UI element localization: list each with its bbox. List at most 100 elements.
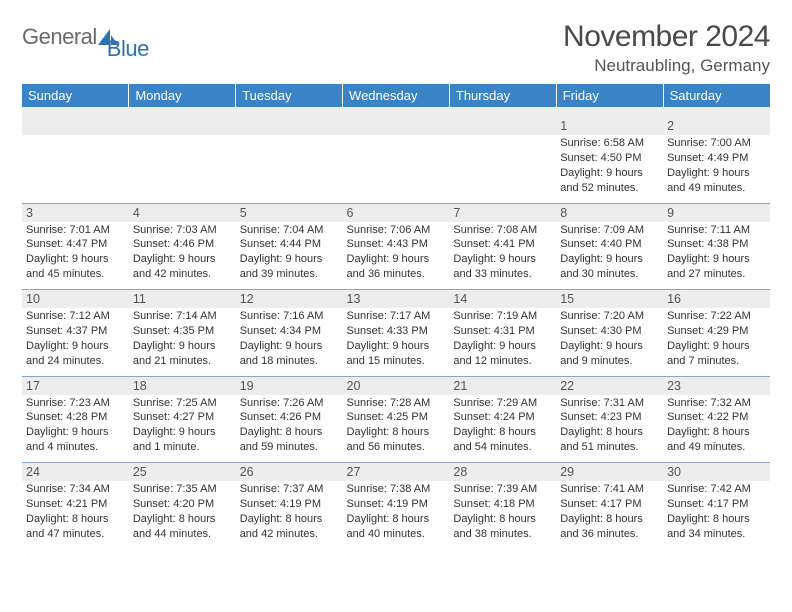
empty-cell xyxy=(343,135,450,203)
day-number-row: 24252627282930 xyxy=(22,463,770,482)
sunset-line: Sunset: 4:28 PM xyxy=(26,410,125,425)
daylight-line: Daylight: 8 hours and 54 minutes. xyxy=(453,425,552,455)
day-number: 29 xyxy=(556,463,663,482)
day-details: Sunrise: 7:25 AMSunset: 4:27 PMDaylight:… xyxy=(129,395,236,463)
sunrise-line: Sunrise: 7:42 AM xyxy=(667,482,766,497)
daylight-line: Daylight: 9 hours and 1 minute. xyxy=(133,425,232,455)
daylight-line: Daylight: 9 hours and 18 minutes. xyxy=(240,339,339,369)
sunrise-line: Sunrise: 7:32 AM xyxy=(667,396,766,411)
day-number: 15 xyxy=(556,290,663,309)
day-details: Sunrise: 7:34 AMSunset: 4:21 PMDaylight:… xyxy=(22,481,129,549)
sunset-line: Sunset: 4:41 PM xyxy=(453,237,552,252)
sunset-line: Sunset: 4:40 PM xyxy=(560,237,659,252)
daylight-line: Daylight: 8 hours and 40 minutes. xyxy=(347,512,446,542)
day-number: 3 xyxy=(22,203,129,222)
sunrise-line: Sunrise: 7:08 AM xyxy=(453,223,552,238)
day-details: Sunrise: 7:20 AMSunset: 4:30 PMDaylight:… xyxy=(556,308,663,376)
day-number: 22 xyxy=(556,376,663,395)
day-details: Sunrise: 7:12 AMSunset: 4:37 PMDaylight:… xyxy=(22,308,129,376)
daylight-line: Daylight: 9 hours and 4 minutes. xyxy=(26,425,125,455)
sunrise-line: Sunrise: 7:26 AM xyxy=(240,396,339,411)
day-number: 9 xyxy=(663,203,770,222)
weekday-header: Thursday xyxy=(449,84,556,107)
day-details: Sunrise: 7:03 AMSunset: 4:46 PMDaylight:… xyxy=(129,222,236,290)
daylight-line: Daylight: 8 hours and 44 minutes. xyxy=(133,512,232,542)
sunset-line: Sunset: 4:19 PM xyxy=(240,497,339,512)
empty-cell xyxy=(236,135,343,203)
day-content-row: Sunrise: 7:23 AMSunset: 4:28 PMDaylight:… xyxy=(22,395,770,463)
day-number: 1 xyxy=(556,117,663,135)
sunrise-line: Sunrise: 7:19 AM xyxy=(453,309,552,324)
day-details: Sunrise: 7:01 AMSunset: 4:47 PMDaylight:… xyxy=(22,222,129,290)
day-number: 21 xyxy=(449,376,556,395)
daylight-line: Daylight: 8 hours and 51 minutes. xyxy=(560,425,659,455)
sunrise-line: Sunrise: 7:38 AM xyxy=(347,482,446,497)
empty-cell xyxy=(449,117,556,135)
daylight-line: Daylight: 9 hours and 27 minutes. xyxy=(667,252,766,282)
day-number: 11 xyxy=(129,290,236,309)
day-number: 20 xyxy=(343,376,450,395)
sunrise-line: Sunrise: 7:22 AM xyxy=(667,309,766,324)
day-content-row: Sunrise: 7:01 AMSunset: 4:47 PMDaylight:… xyxy=(22,222,770,290)
sunrise-line: Sunrise: 7:37 AM xyxy=(240,482,339,497)
logo-text-general: General xyxy=(22,24,97,50)
day-number-row: 10111213141516 xyxy=(22,290,770,309)
sunset-line: Sunset: 4:29 PM xyxy=(667,324,766,339)
day-details: Sunrise: 7:31 AMSunset: 4:23 PMDaylight:… xyxy=(556,395,663,463)
weekday-header: Friday xyxy=(556,84,663,107)
weekday-header: Tuesday xyxy=(236,84,343,107)
day-details: Sunrise: 7:39 AMSunset: 4:18 PMDaylight:… xyxy=(449,481,556,549)
day-details: Sunrise: 7:14 AMSunset: 4:35 PMDaylight:… xyxy=(129,308,236,376)
weekday-header: Wednesday xyxy=(343,84,450,107)
sunrise-line: Sunrise: 7:28 AM xyxy=(347,396,446,411)
daylight-line: Daylight: 9 hours and 39 minutes. xyxy=(240,252,339,282)
daylight-line: Daylight: 9 hours and 15 minutes. xyxy=(347,339,446,369)
daylight-line: Daylight: 9 hours and 24 minutes. xyxy=(26,339,125,369)
daylight-line: Daylight: 9 hours and 42 minutes. xyxy=(133,252,232,282)
sunrise-line: Sunrise: 7:34 AM xyxy=(26,482,125,497)
title-block: November 2024 Neutraubling, Germany xyxy=(563,20,770,76)
sunrise-line: Sunrise: 7:31 AM xyxy=(560,396,659,411)
empty-cell xyxy=(22,135,129,203)
day-number: 26 xyxy=(236,463,343,482)
sunset-line: Sunset: 4:46 PM xyxy=(133,237,232,252)
day-number: 25 xyxy=(129,463,236,482)
sunrise-line: Sunrise: 7:41 AM xyxy=(560,482,659,497)
daylight-line: Daylight: 9 hours and 7 minutes. xyxy=(667,339,766,369)
sunrise-line: Sunrise: 7:12 AM xyxy=(26,309,125,324)
day-number: 10 xyxy=(22,290,129,309)
daylight-line: Daylight: 9 hours and 45 minutes. xyxy=(26,252,125,282)
daylight-line: Daylight: 8 hours and 59 minutes. xyxy=(240,425,339,455)
sunset-line: Sunset: 4:21 PM xyxy=(26,497,125,512)
sunset-line: Sunset: 4:18 PM xyxy=(453,497,552,512)
day-details: Sunrise: 7:29 AMSunset: 4:24 PMDaylight:… xyxy=(449,395,556,463)
sunset-line: Sunset: 4:49 PM xyxy=(667,151,766,166)
day-details: Sunrise: 7:11 AMSunset: 4:38 PMDaylight:… xyxy=(663,222,770,290)
day-number: 6 xyxy=(343,203,450,222)
sunrise-line: Sunrise: 7:06 AM xyxy=(347,223,446,238)
day-details: Sunrise: 7:38 AMSunset: 4:19 PMDaylight:… xyxy=(343,481,450,549)
daylight-line: Daylight: 8 hours and 38 minutes. xyxy=(453,512,552,542)
sunrise-line: Sunrise: 7:14 AM xyxy=(133,309,232,324)
sunset-line: Sunset: 4:22 PM xyxy=(667,410,766,425)
day-number: 4 xyxy=(129,203,236,222)
logo-text-blue: Blue xyxy=(107,36,149,62)
sunset-line: Sunset: 4:43 PM xyxy=(347,237,446,252)
day-content-row: Sunrise: 7:34 AMSunset: 4:21 PM Daylight:… xyxy=(22,481,770,549)
day-details: Sunrise: 7:00 AMSunset: 4:49 PMDaylight:… xyxy=(663,135,770,203)
logo: General Blue xyxy=(22,24,163,50)
sunrise-line: Sunrise: 7:00 AM xyxy=(667,136,766,151)
sunset-line: Sunset: 4:20 PM xyxy=(133,497,232,512)
daylight-line: Daylight: 8 hours and 56 minutes. xyxy=(347,425,446,455)
day-details: Sunrise: 7:35 AMSunset: 4:20 PMDaylight:… xyxy=(129,481,236,549)
day-details: Sunrise: 7:08 AMSunset: 4:41 PMDaylight:… xyxy=(449,222,556,290)
weekday-header-row: SundayMondayTuesdayWednesdayThursdayFrid… xyxy=(22,84,770,107)
sunrise-line: Sunrise: 7:17 AM xyxy=(347,309,446,324)
daylight-line: Daylight: 9 hours and 52 minutes. xyxy=(560,166,659,196)
sunrise-line: Sunrise: 7:23 AM xyxy=(26,396,125,411)
daylight-line: Daylight: 9 hours and 9 minutes. xyxy=(560,339,659,369)
day-details: Sunrise: 7:22 AMSunset: 4:29 PMDaylight:… xyxy=(663,308,770,376)
sunset-line: Sunset: 4:23 PM xyxy=(560,410,659,425)
day-details: Sunrise: 7:41 AMSunset: 4:17 PMDaylight:… xyxy=(556,481,663,549)
day-number: 17 xyxy=(22,376,129,395)
